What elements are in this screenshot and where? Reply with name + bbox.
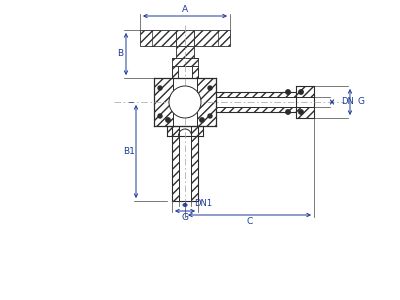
Text: B: B xyxy=(117,50,123,58)
Circle shape xyxy=(286,110,290,114)
Bar xyxy=(172,58,198,66)
Bar xyxy=(179,126,191,201)
Text: A: A xyxy=(182,5,188,14)
Bar xyxy=(216,92,296,97)
Circle shape xyxy=(158,114,162,118)
Circle shape xyxy=(166,118,170,122)
Circle shape xyxy=(200,118,204,122)
Circle shape xyxy=(158,86,162,90)
Bar xyxy=(296,86,314,97)
Bar xyxy=(216,97,296,107)
Bar xyxy=(216,107,296,112)
Bar xyxy=(178,66,192,78)
Circle shape xyxy=(299,90,303,94)
Bar xyxy=(192,66,198,78)
Bar xyxy=(191,126,198,201)
Text: G: G xyxy=(182,212,188,221)
Bar xyxy=(172,66,178,78)
Circle shape xyxy=(208,114,212,118)
Bar xyxy=(176,46,194,58)
Circle shape xyxy=(169,86,201,118)
Bar xyxy=(198,126,203,136)
Circle shape xyxy=(208,86,212,90)
Bar xyxy=(296,97,314,107)
Text: B1: B1 xyxy=(123,147,135,156)
Bar xyxy=(167,126,172,136)
Bar xyxy=(173,78,197,126)
Text: DN1: DN1 xyxy=(194,199,212,208)
Text: DN: DN xyxy=(341,98,354,106)
Circle shape xyxy=(286,90,290,94)
Circle shape xyxy=(299,110,303,114)
Bar xyxy=(154,78,173,126)
Text: C: C xyxy=(246,218,253,226)
Bar xyxy=(176,30,194,46)
Bar xyxy=(194,30,230,46)
Bar xyxy=(197,78,216,126)
Bar xyxy=(296,107,314,118)
Bar xyxy=(140,30,176,46)
Text: G: G xyxy=(357,98,364,106)
Bar xyxy=(172,126,179,201)
